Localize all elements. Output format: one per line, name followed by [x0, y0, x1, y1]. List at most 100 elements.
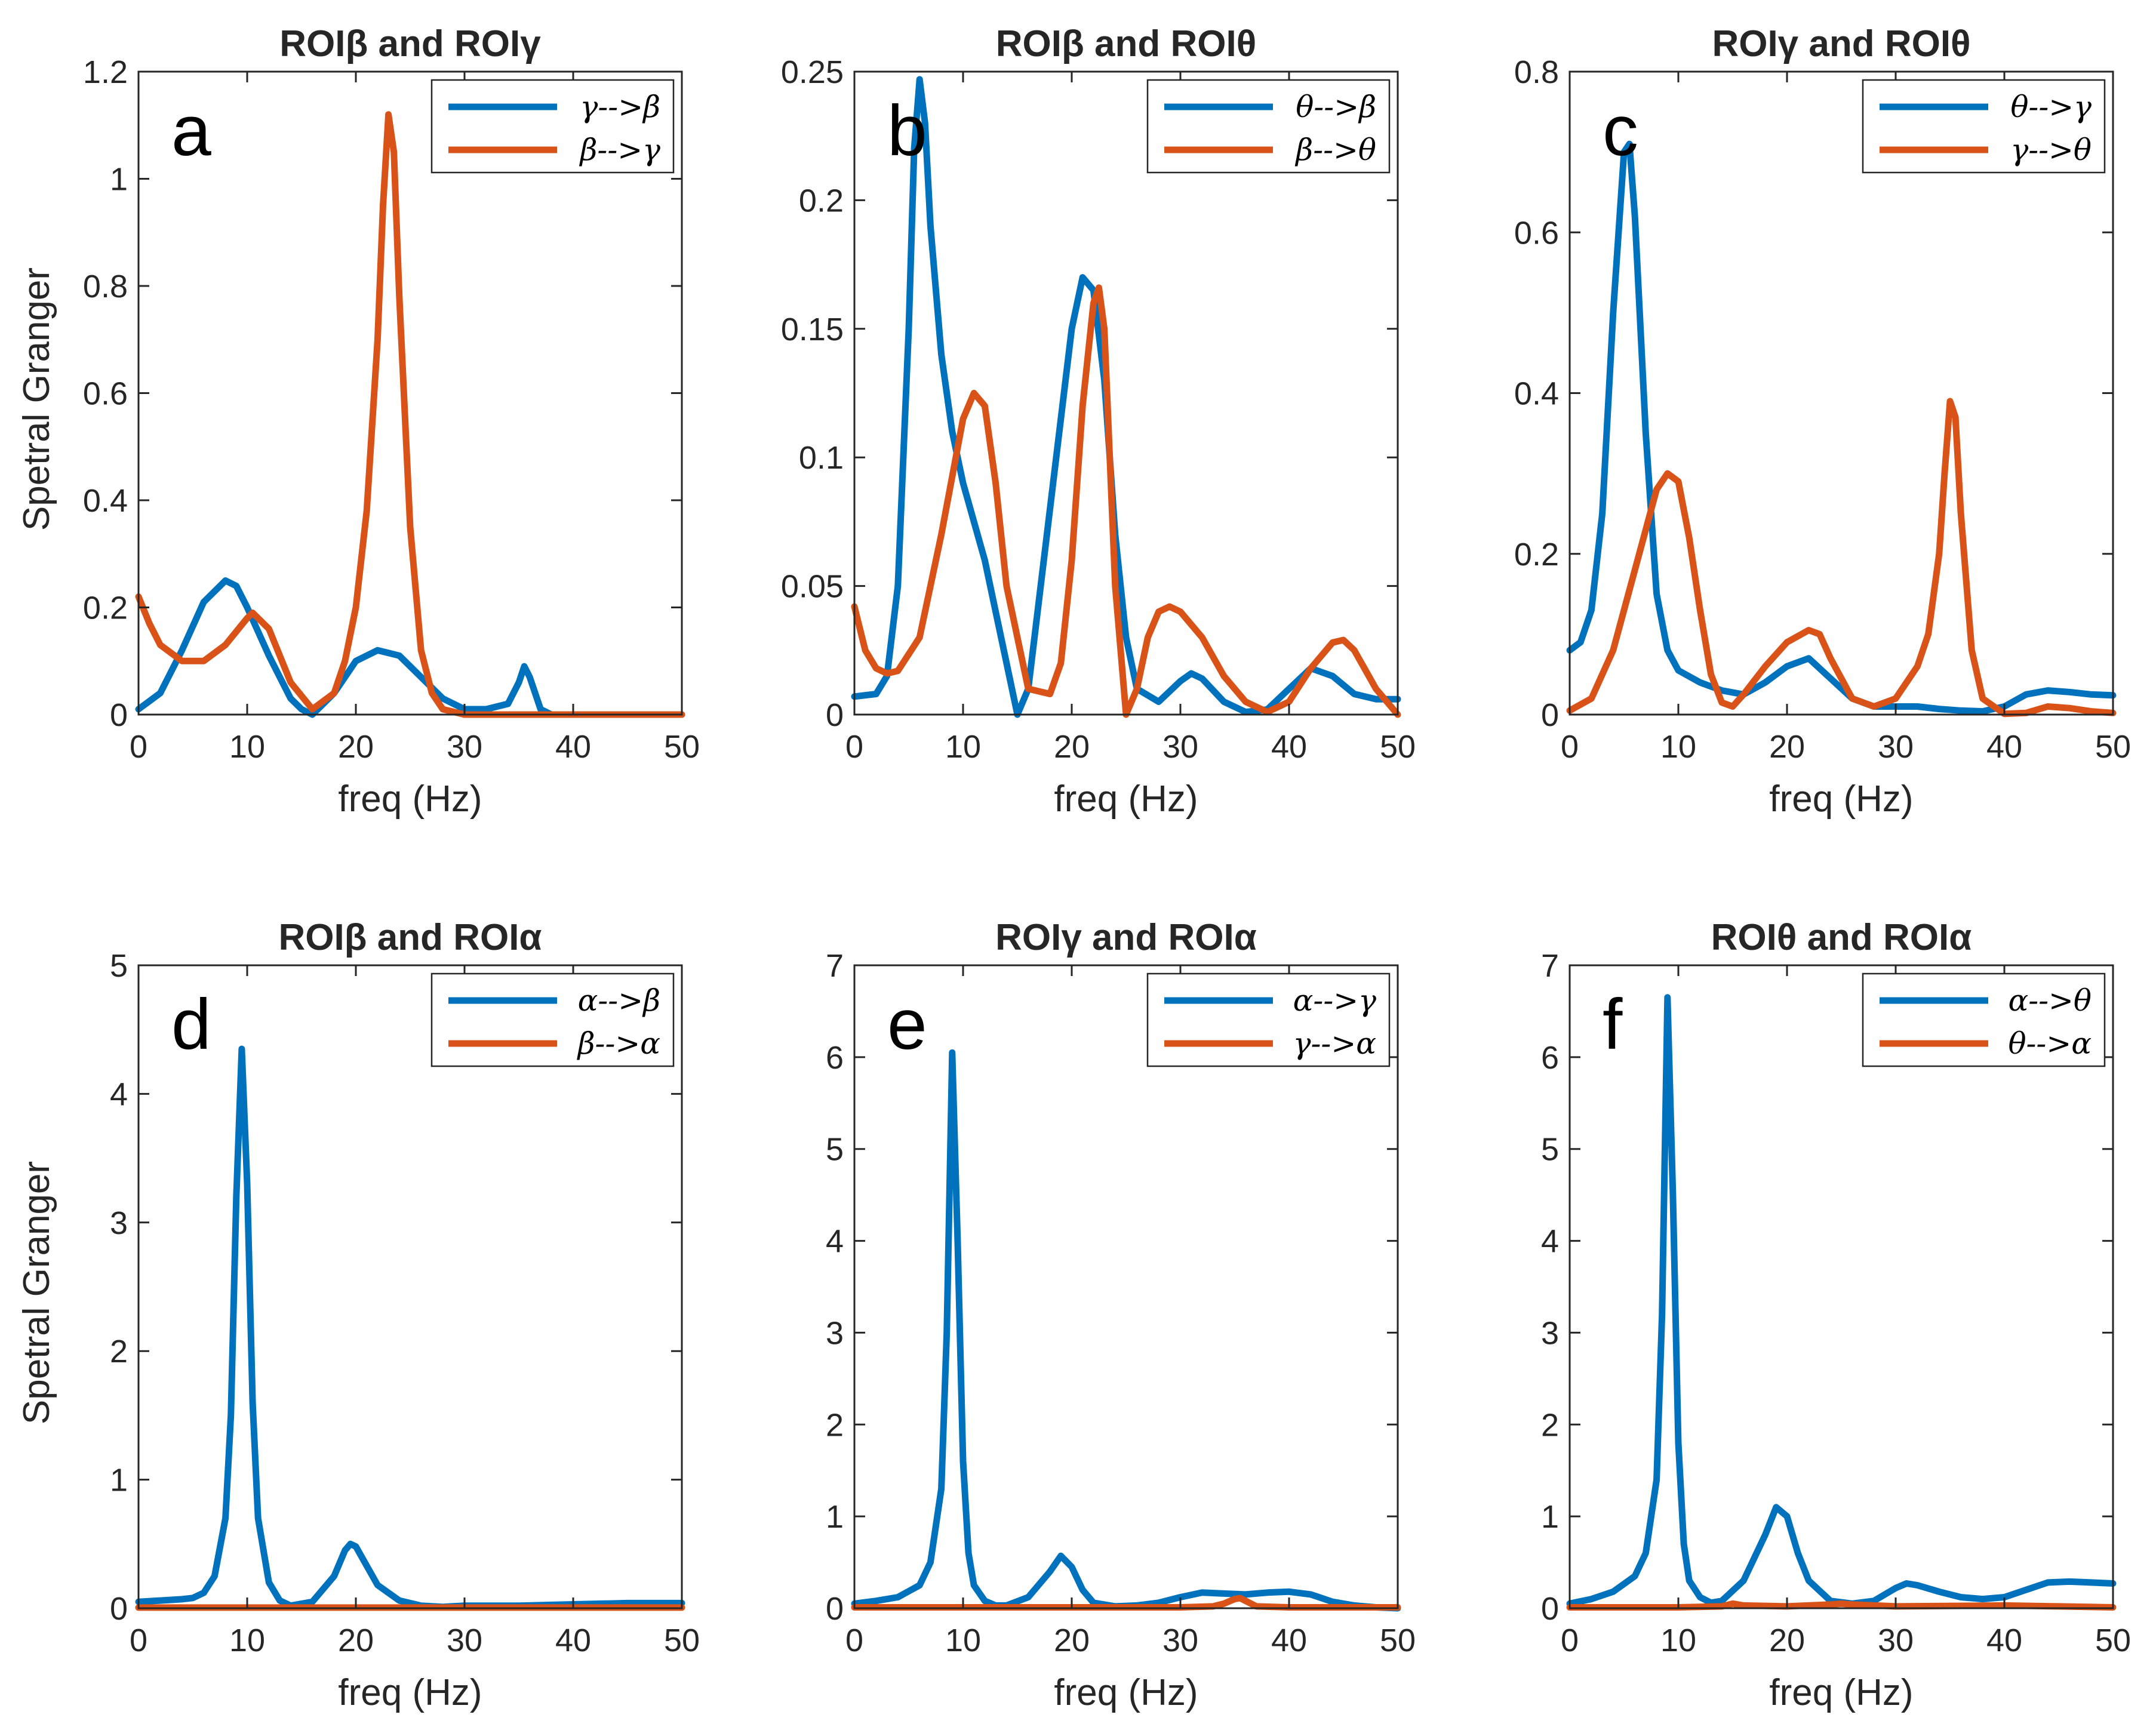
x-tick-label: 0: [1561, 1623, 1579, 1658]
y-tick-label: 2: [1541, 1407, 1559, 1443]
legend-label-1: θ-->γ: [2010, 90, 2092, 124]
x-tick-label: 30: [1162, 729, 1198, 765]
y-axis-label: Spetral Granger: [16, 267, 57, 531]
legend-box: [430, 972, 675, 1067]
x-tick-label: 50: [2095, 729, 2131, 765]
chart-title: ROIβ and ROIγ: [279, 23, 541, 64]
series-line-2: [851, 284, 1401, 718]
series-line-2: [1566, 398, 2117, 718]
series-line-2: [1566, 1600, 2117, 1611]
y-tick-label: 0.2: [83, 590, 128, 626]
y-tick-label: 5: [110, 948, 128, 984]
x-tick-label: 10: [1660, 1623, 1696, 1658]
axes-box: [1568, 964, 2114, 1609]
legend: α-->θ θ-->α: [1862, 972, 2106, 1067]
x-tick-label: 50: [1380, 1623, 1416, 1658]
x-tick-label: 30: [1162, 1623, 1198, 1658]
x-tick-label: 10: [1660, 729, 1696, 765]
panel-letter: a: [171, 91, 211, 171]
y-tick-label: 0.8: [1514, 54, 1559, 90]
y-tick-label: 1: [110, 162, 128, 198]
x-tick-label: 20: [1769, 729, 1805, 765]
legend-label-2: β-->α: [577, 1026, 660, 1061]
y-tick-label: 4: [826, 1224, 844, 1260]
y-tick-label: 0: [1541, 697, 1559, 733]
y-tick-label: 7: [1541, 948, 1559, 984]
x-tick-label: 0: [130, 1623, 147, 1658]
y-tick-label: 7: [826, 948, 844, 984]
chart-title: ROIγ and ROIα: [995, 917, 1257, 958]
legend-label-1: α-->β: [578, 983, 660, 1018]
legend: γ-->β β-->γ: [430, 79, 675, 174]
x-tick-label: 0: [845, 1623, 863, 1658]
panel-letter: c: [1603, 91, 1638, 171]
x-tick-label: 30: [1878, 729, 1914, 765]
y-tick-label: 1: [110, 1463, 128, 1498]
x-axis-label: freq (Hz): [1769, 1672, 1913, 1713]
series-line-1: [851, 1049, 1401, 1612]
x-tick-label: 40: [1271, 729, 1307, 765]
y-tick-label: 0.05: [781, 569, 844, 605]
y-tick-label: 0.15: [781, 312, 844, 347]
y-tick-label: 0.25: [781, 54, 844, 90]
x-tick-label: 40: [555, 1623, 591, 1658]
x-tick-label: 30: [1878, 1623, 1914, 1658]
legend-label-2: γ-->α: [1293, 1026, 1376, 1061]
legend: α-->β β-->α: [430, 972, 675, 1067]
y-tick-label: 1: [826, 1499, 844, 1535]
y-tick-label: 3: [1541, 1315, 1559, 1351]
panel-letter: f: [1603, 984, 1623, 1064]
legend-box: [1862, 972, 2106, 1067]
panel-c: 0 10 20 30 40 50 0 0.2 0.4 0.6 0.8 ROIγ and ROIθ fre…: [1514, 23, 2131, 820]
y-tick-label: 6: [1541, 1040, 1559, 1076]
legend-box: [1862, 79, 2106, 174]
x-tick-label: 50: [1380, 729, 1416, 765]
x-tick-label: 0: [845, 729, 863, 765]
x-tick-label: 20: [1769, 1623, 1805, 1658]
chart-title: ROIβ and ROIθ: [996, 23, 1256, 64]
series-line-2: [135, 111, 685, 718]
x-tick-label: 0: [130, 729, 147, 765]
legend-label-1: γ-->β: [580, 90, 660, 124]
x-tick-label: 10: [945, 729, 981, 765]
x-tick-label: 30: [447, 729, 482, 765]
panel-a: 0 10 20 30 40 50 0 0.2 0.4 0.6 0.8 1 1.2 ROIβ and ROI…: [16, 23, 700, 820]
panel-letter: e: [887, 984, 927, 1064]
x-axis-label: freq (Hz): [1054, 778, 1198, 820]
y-tick-label: 2: [826, 1407, 844, 1443]
x-tick-label: 50: [2095, 1623, 2131, 1658]
y-tick-label: 4: [110, 1076, 128, 1112]
plot-area: [139, 72, 682, 715]
y-tick-label: 0.4: [83, 483, 128, 519]
x-tick-label: 40: [1986, 729, 2022, 765]
legend-box: [430, 79, 675, 174]
legend-label-1: θ-->β: [1296, 90, 1376, 124]
legend-label-1: α-->γ: [1293, 983, 1376, 1018]
axes-box: [137, 964, 683, 1609]
x-tick-label: 40: [1986, 1623, 2022, 1658]
y-tick-label: 0: [1541, 1591, 1559, 1627]
y-tick-label: 5: [1541, 1132, 1559, 1168]
x-tick-label: 20: [1054, 729, 1090, 765]
y-tick-label: 0: [110, 697, 128, 733]
x-tick-label: 50: [664, 1623, 700, 1658]
y-tick-label: 0.2: [1514, 537, 1559, 572]
chart-title: ROIθ and ROIα: [1711, 917, 1972, 958]
x-axis-label: freq (Hz): [338, 778, 482, 820]
x-axis-label: freq (Hz): [338, 1672, 482, 1713]
axes-box: [853, 964, 1399, 1609]
y-tick-label: 0: [110, 1591, 128, 1627]
legend-label-2: γ-->θ: [2010, 133, 2092, 167]
y-tick-label: 0.4: [1514, 376, 1559, 412]
legend-label-2: β-->θ: [1294, 133, 1376, 167]
panel-b: 0 10 20 30 40 50 0 0.05 0.1 0.15 0.2 0.25 ROIβ and R…: [781, 23, 1416, 820]
axes-box: [853, 70, 1399, 716]
chart-title: ROIβ and ROIα: [278, 917, 542, 958]
x-axis-label: freq (Hz): [1054, 1672, 1198, 1713]
x-tick-label: 20: [338, 729, 374, 765]
y-tick-label: 3: [110, 1205, 128, 1241]
x-tick-label: 30: [447, 1623, 482, 1658]
chart-title: ROIγ and ROIθ: [1712, 23, 1970, 64]
y-tick-label: 0: [826, 1591, 844, 1627]
legend-box: [1146, 79, 1391, 174]
